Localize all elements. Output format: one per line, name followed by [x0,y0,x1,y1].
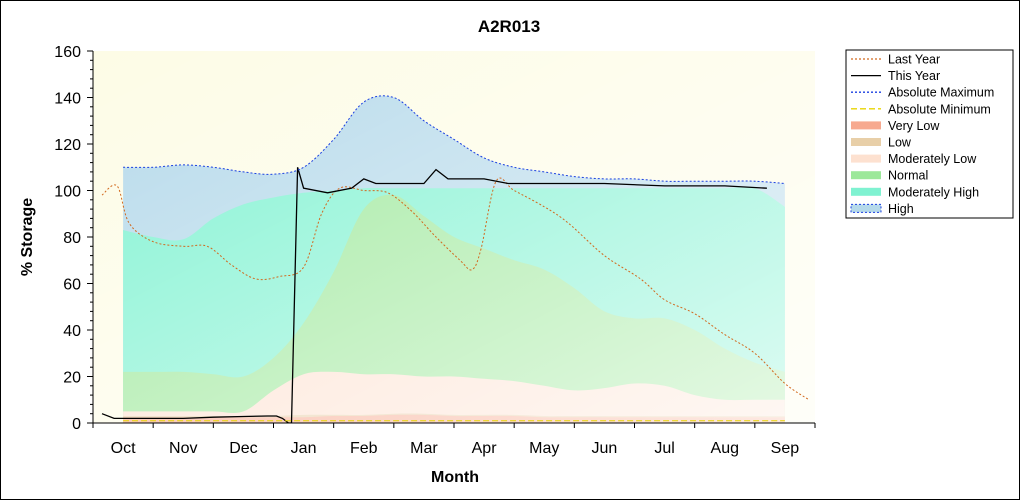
chart-title: A2R013 [478,17,540,36]
legend-label: This Year [888,69,940,83]
y-tick-label: 40 [63,323,81,340]
legend-label: Moderately High [888,185,979,199]
series-last-year [101,177,810,401]
legend: Last Year This Year Absolute Maximum Absolu… [845,49,1014,219]
legend-label: Absolute Maximum [888,86,994,100]
legend-label: Moderately Low [888,152,977,166]
x-tick-label: Jun [592,440,618,457]
legend-swatch [851,138,881,146]
x-tick-label: May [529,440,559,457]
x-tick-label: Apr [472,440,498,457]
x-tick-label: Feb [350,440,378,457]
x-tick-label: Mar [410,440,438,457]
legend-swatch [851,121,881,130]
legend-label: High [888,202,914,216]
y-tick-label: 100 [54,184,81,201]
legend-swatch [851,187,881,196]
legend-label: Low [888,136,912,150]
x-tick-label: Oct [111,440,136,457]
legend-swatch [850,203,882,213]
x-axis-label: Month [431,469,479,486]
legend-label: Very Low [888,119,940,133]
y-tick-label: 140 [54,91,81,108]
series-this-year [101,167,767,423]
series-lines [101,95,810,423]
y-tick-label: 60 [63,277,81,294]
x-tick-label: Dec [229,440,257,457]
x-tick-label: Sep [771,440,800,457]
y-tick-label: 20 [63,370,81,387]
y-axis-label: % Storage [19,198,36,276]
series-absolute-maximum [123,95,785,184]
y-tick-label: 120 [54,137,81,154]
x-tick-label: Aug [711,440,739,457]
legend-label: Normal [888,169,928,183]
y-tick-label: 80 [63,230,81,247]
legend-swatch [851,154,881,163]
y-tick-label: 160 [54,44,81,61]
x-tick-label: Nov [169,440,197,457]
x-tick-label: Jan [291,440,317,457]
x-tick-label: Jul [654,440,674,457]
legend-label: Last Year [888,53,940,67]
axes: 0 20 40 60 80 100 120 140 160 Oct Nov Dec Jan Feb Mar A… [54,44,816,457]
y-tick-label: 0 [72,416,81,433]
legend-label: Absolute Minimum [888,102,991,116]
legend-swatch [851,171,881,180]
